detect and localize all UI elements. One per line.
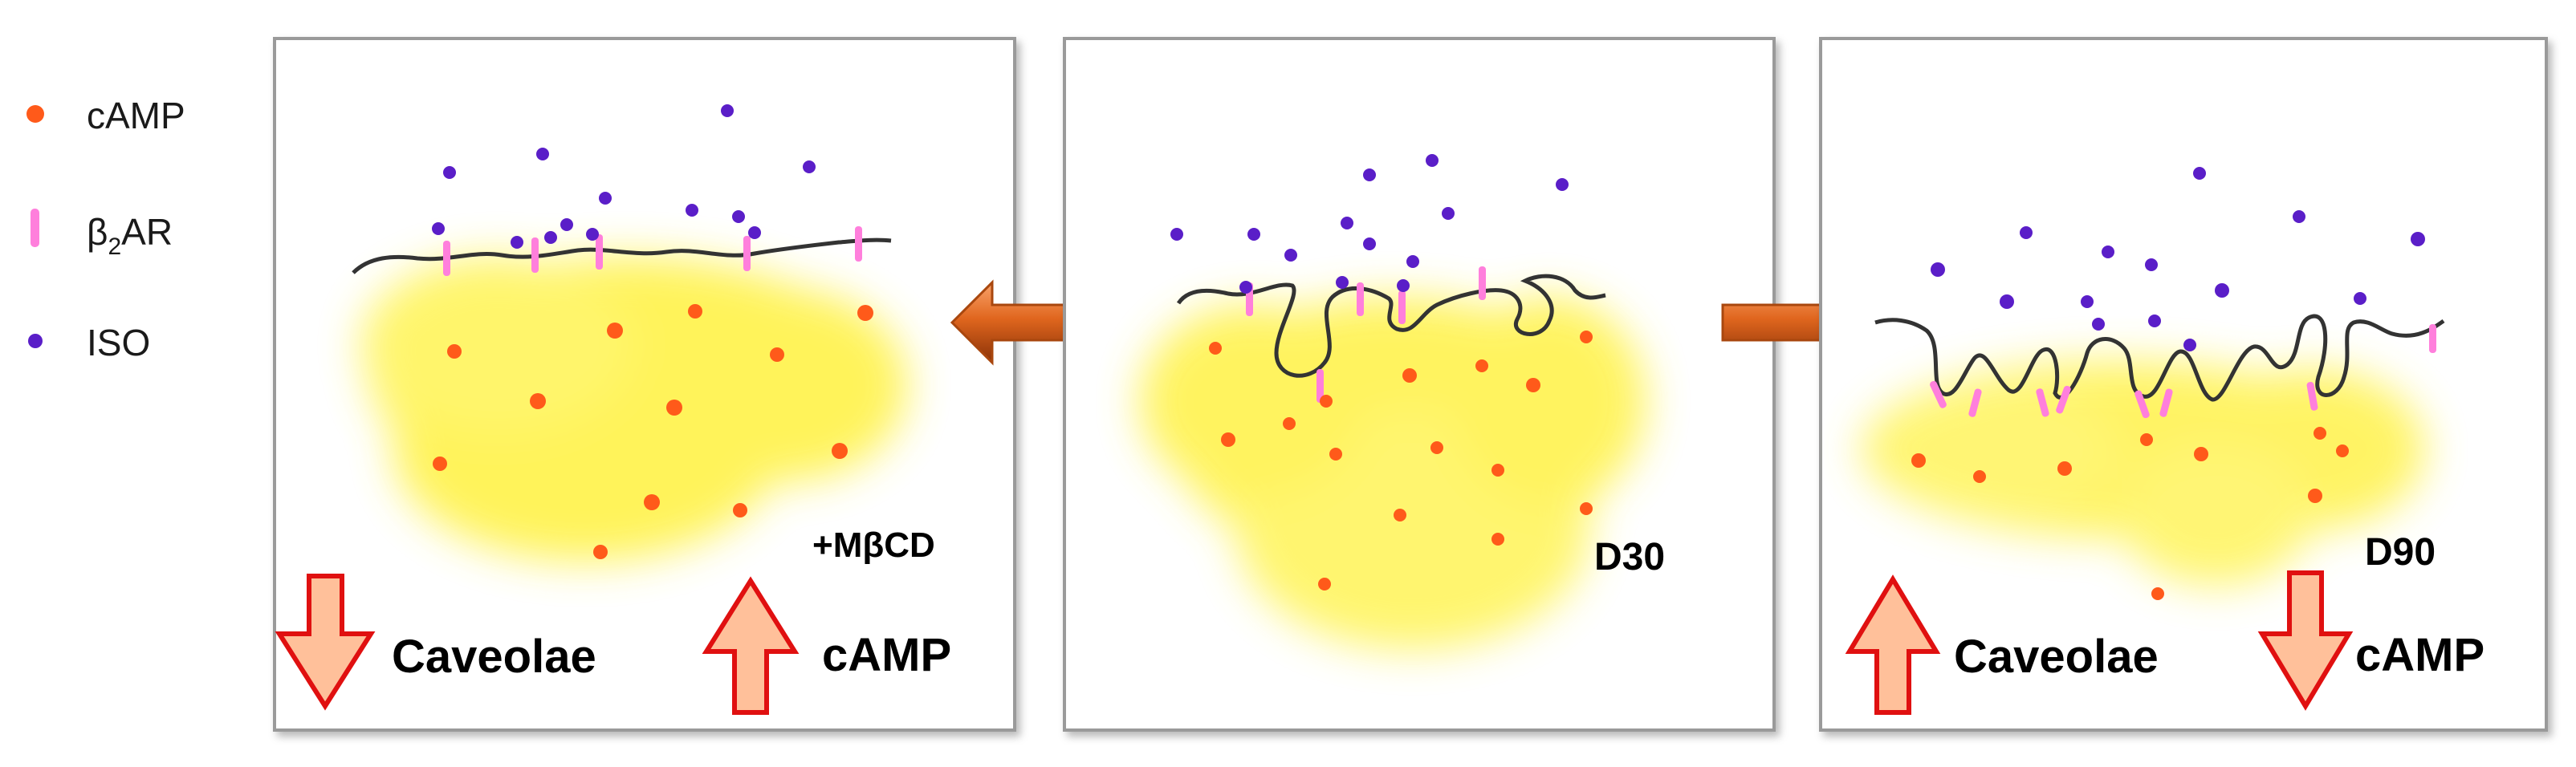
legend-camp-dot	[26, 105, 44, 123]
b2ar-receptors-right	[1930, 324, 2436, 419]
arrow-down-icon	[275, 574, 376, 711]
membrane-right	[1874, 314, 2445, 402]
panel-left: +MβCD Caveolae cAMP	[273, 37, 1016, 732]
arrow-up-icon	[702, 576, 800, 715]
panel-left-caveolae-label: Caveolae	[392, 631, 596, 683]
arrow-up-icon	[1845, 574, 1941, 715]
legend: cAMP β2AR ISO	[26, 95, 185, 363]
membrane-left	[352, 237, 892, 274]
arrow-down-icon	[2257, 570, 2354, 711]
b2ar-receptors-left	[443, 226, 862, 276]
panel-right: D90 Caveolae cAMP	[1819, 37, 2548, 732]
panel-middle: D30	[1063, 37, 1776, 732]
membrane-middle	[1176, 274, 1606, 378]
legend-b2ar-marker	[31, 209, 39, 247]
panel-right-caveolae-label: Caveolae	[1954, 631, 2159, 683]
iso-dots-left	[432, 104, 816, 249]
cell-left	[361, 257, 907, 562]
camp-dots-right	[1911, 427, 2349, 600]
legend-iso-label: ISO	[87, 322, 150, 363]
panel-right-condition-label: D90	[2365, 531, 2436, 574]
legend-camp-label: cAMP	[87, 95, 185, 136]
panel-middle-condition-label: D30	[1594, 536, 1665, 578]
camp-dots-middle	[1209, 331, 1593, 590]
legend-b2ar-label: β2AR	[87, 211, 173, 260]
iso-dots-middle	[1170, 154, 1569, 294]
iso-dots-right	[1931, 167, 2425, 351]
panel-left-condition-label: +MβCD	[812, 526, 935, 565]
panel-left-camp-label: cAMP	[822, 629, 951, 681]
camp-dots-left	[433, 304, 873, 559]
legend-iso-dot	[28, 334, 43, 348]
panel-right-camp-label: cAMP	[2355, 629, 2484, 681]
